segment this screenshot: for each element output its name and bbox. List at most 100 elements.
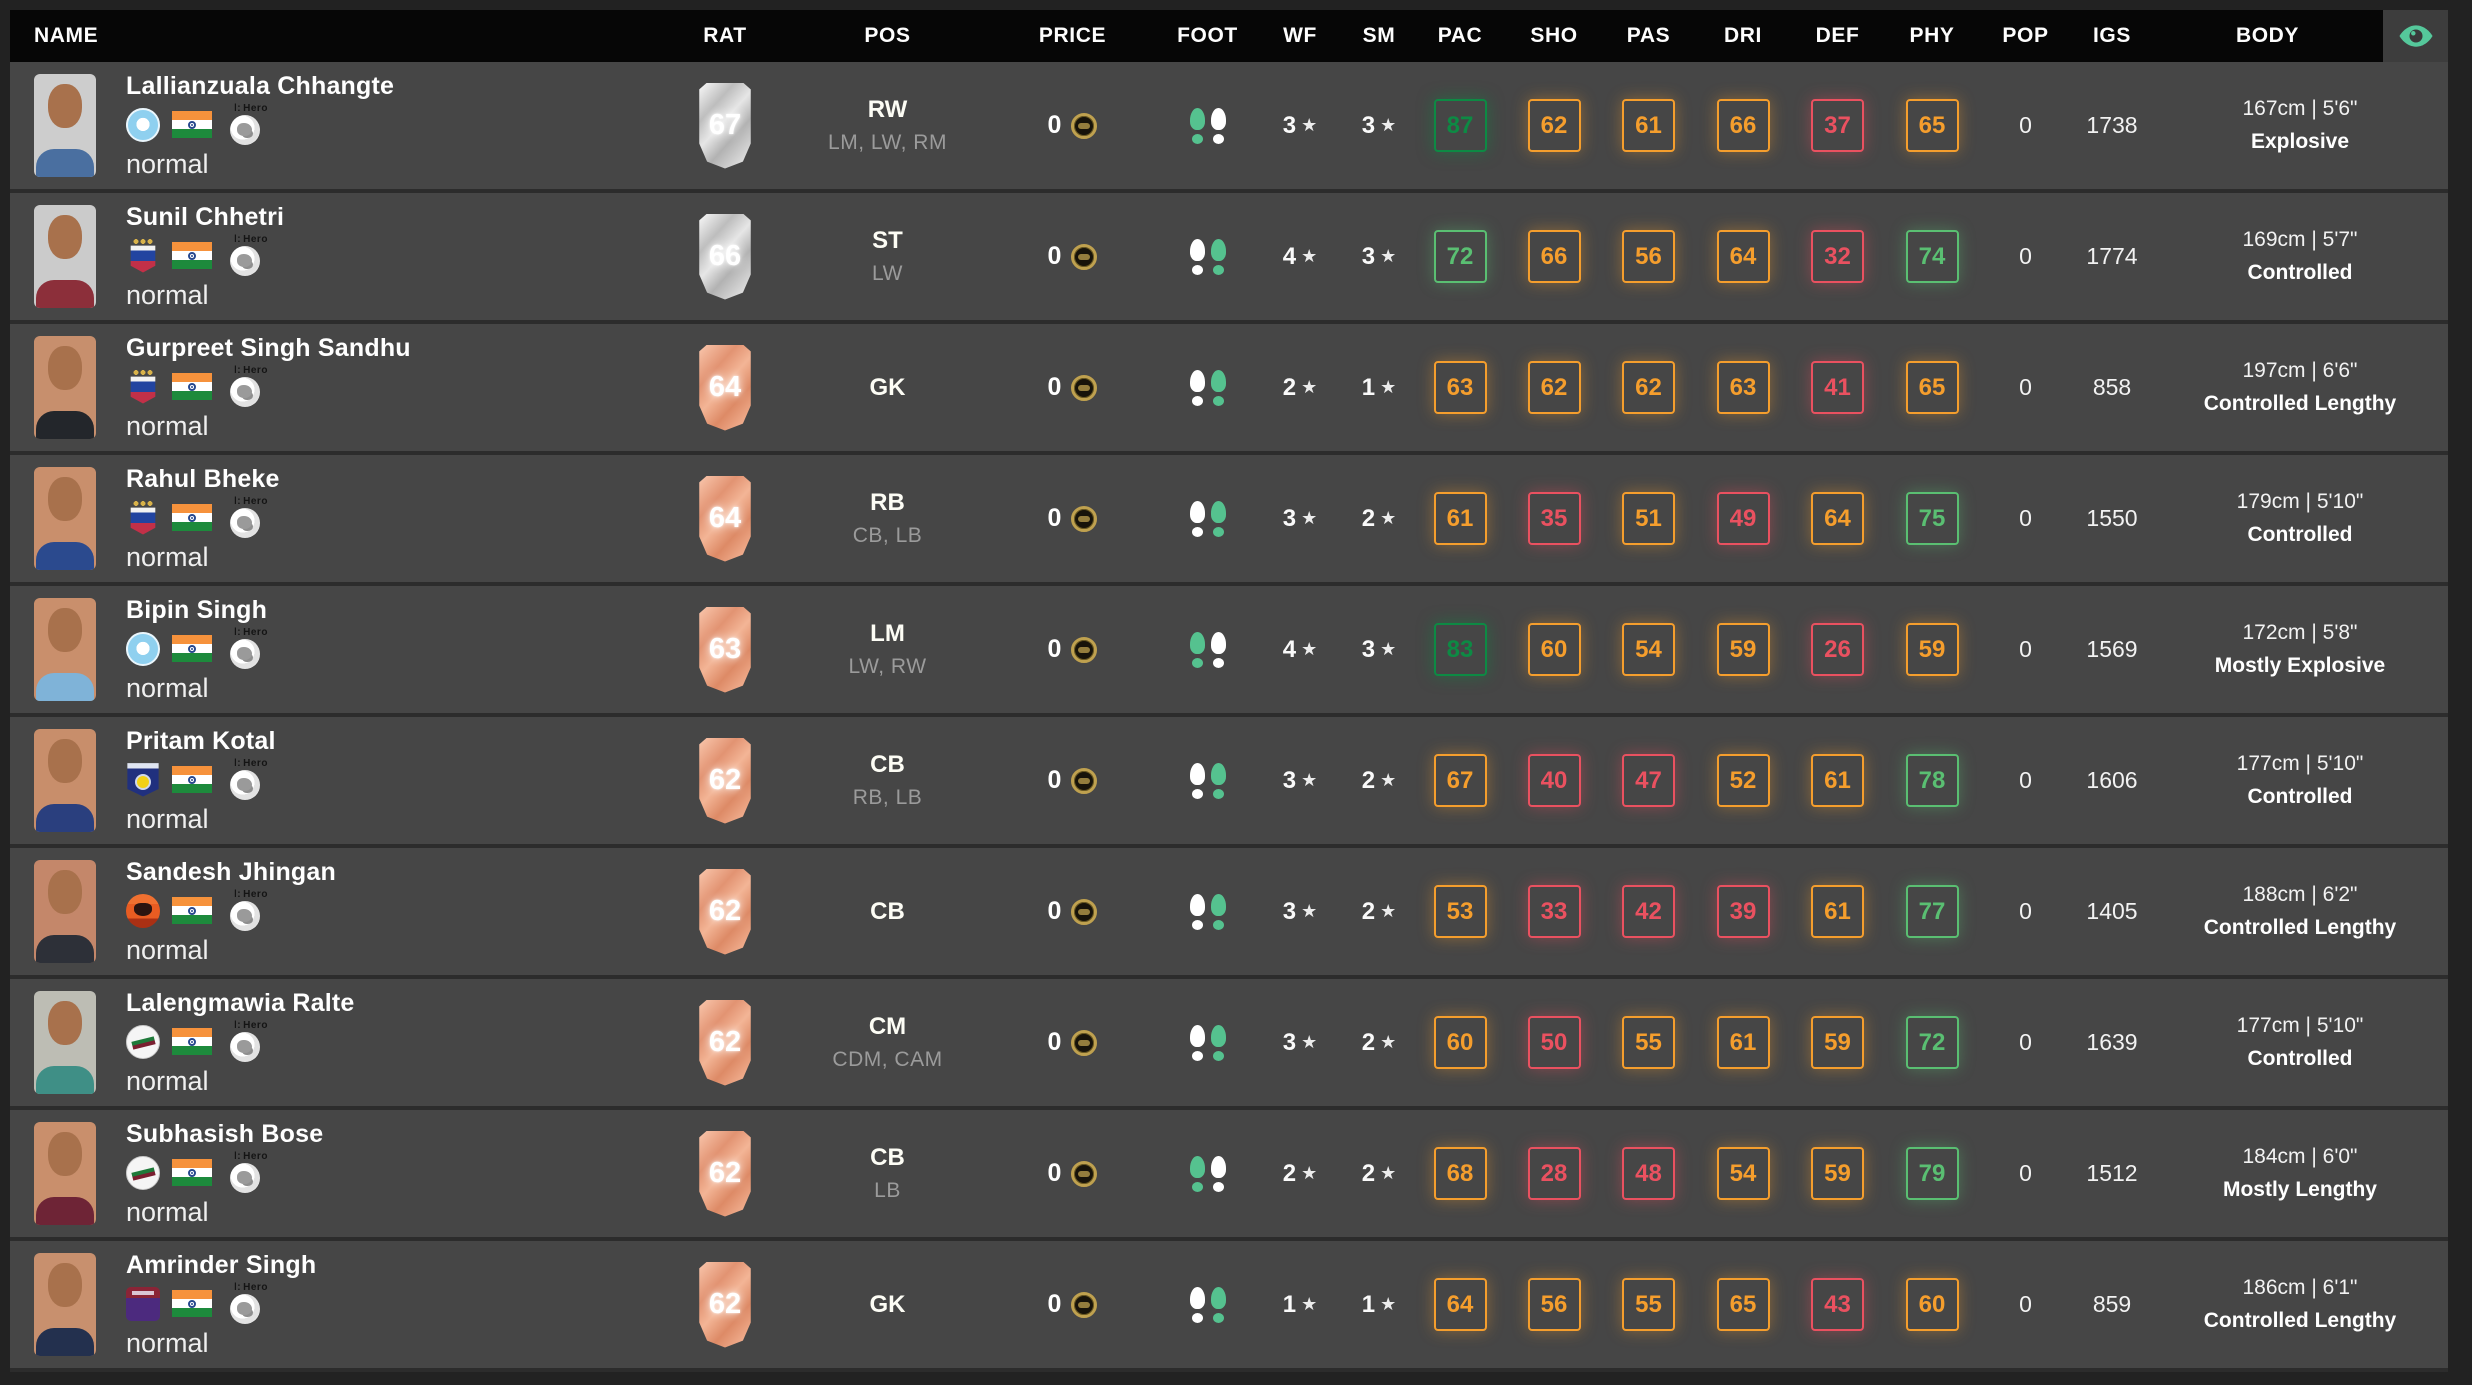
col-header-price[interactable]: PRICE xyxy=(1038,24,1107,47)
rating-value: 62 xyxy=(708,764,742,796)
weak-foot-rating: 4 xyxy=(1282,635,1297,663)
col-header-pos[interactable]: POS xyxy=(864,24,911,47)
nation-flag-india xyxy=(172,766,212,793)
body-type: Controlled xyxy=(2247,261,2353,284)
col-header-pac[interactable]: PAC xyxy=(1437,24,1483,47)
igs-value: 1606 xyxy=(2086,767,2138,793)
popularity-value: 0 xyxy=(2019,898,2032,924)
league-badge-isl: Hero xyxy=(224,365,268,407)
col-header-body[interactable]: BODY xyxy=(2235,24,2300,47)
player-name[interactable]: Bipin Singh xyxy=(126,595,268,624)
isl-orb-icon xyxy=(230,245,260,276)
col-header-name[interactable]: NAME xyxy=(34,24,99,47)
star-icon: ★ xyxy=(1301,639,1318,659)
stat-dri: 64 xyxy=(1716,230,1770,283)
player-name[interactable]: Sunil Chhetri xyxy=(126,202,285,231)
stat-phy: 72 xyxy=(1905,1016,1959,1069)
col-header-pas[interactable]: PAS xyxy=(1626,24,1671,47)
skill-moves-rating: 2 xyxy=(1361,1028,1376,1056)
foot-left-icon xyxy=(1189,893,1205,930)
col-header-wf[interactable]: WF xyxy=(1283,24,1317,47)
player-name[interactable]: Subhasish Bose xyxy=(126,1119,324,1148)
player-row[interactable]: Sandesh Jhingan Hero normal 62 xyxy=(10,848,2448,979)
player-info: Sunil Chhetri Hero normal xyxy=(126,203,284,311)
player-row[interactable]: Rahul Bheke Hero normal 64 xyxy=(10,455,2448,586)
player-row[interactable]: Subhasish Bose Hero normal 62 xyxy=(10,1110,2448,1241)
column-visibility-toggle-button[interactable] xyxy=(2383,10,2448,62)
player-name[interactable]: Rahul Bheke xyxy=(126,464,280,493)
isl-orb-icon xyxy=(230,769,260,800)
weak-foot-rating: 3 xyxy=(1282,897,1297,925)
stat-sho: 40 xyxy=(1527,754,1581,807)
stat-phy: 77 xyxy=(1905,885,1959,938)
player-row[interactable]: Pritam Kotal Hero normal 62 xyxy=(10,717,2448,848)
isl-orb-icon xyxy=(230,507,260,538)
foot-right-icon xyxy=(1210,1024,1226,1061)
isl-orb-icon xyxy=(230,638,260,669)
stat-def: 32 xyxy=(1811,230,1864,283)
foot-left-icon xyxy=(1189,1155,1205,1192)
chakra-icon xyxy=(188,1168,196,1177)
player-name[interactable]: Pritam Kotal xyxy=(126,726,276,755)
star-icon: ★ xyxy=(1301,1294,1318,1314)
player-row[interactable]: Sunil Chhetri Hero normal 66 xyxy=(10,193,2448,324)
col-header-pop[interactable]: POP xyxy=(2002,24,2049,47)
col-header-igs[interactable]: IGS xyxy=(2093,24,2131,47)
stat-sho: 35 xyxy=(1527,492,1581,545)
col-header-rat[interactable]: RAT xyxy=(703,24,747,47)
nation-flag-india xyxy=(172,373,212,400)
star-icon: ★ xyxy=(1380,508,1397,528)
igs-value: 1569 xyxy=(2086,636,2138,662)
coin-icon xyxy=(1071,1160,1098,1187)
player-name[interactable]: Amrinder Singh xyxy=(126,1250,317,1279)
chakra-icon xyxy=(188,382,196,391)
popularity-value: 0 xyxy=(2019,243,2032,269)
body-type: Controlled Lengthy xyxy=(2203,916,2397,939)
chakra-icon xyxy=(188,775,196,784)
col-header-def[interactable]: DEF xyxy=(1815,24,1860,47)
player-photo xyxy=(34,598,96,701)
col-header-dri[interactable]: DRI xyxy=(1724,24,1762,47)
player-badges: Hero xyxy=(126,627,268,669)
player-row[interactable]: Lallianzuala Chhangte Hero normal 67 xyxy=(10,62,2448,193)
stat-pas: 42 xyxy=(1622,885,1675,938)
player-photo-torso xyxy=(36,673,94,701)
rating-value: 64 xyxy=(708,502,742,534)
rating-value: 63 xyxy=(708,633,742,665)
player-row[interactable]: Amrinder Singh Hero normal 62 xyxy=(10,1241,2448,1372)
weak-foot-rating: 2 xyxy=(1282,373,1297,401)
player-row[interactable]: Gurpreet Singh Sandhu Hero normal 64 xyxy=(10,324,2448,455)
player-name[interactable]: Lallianzuala Chhangte xyxy=(126,71,395,100)
price-value: 0 xyxy=(1047,1159,1062,1187)
player-photo-head xyxy=(48,1132,82,1176)
stat-pac: 68 xyxy=(1433,1147,1487,1200)
col-header-sho[interactable]: SHO xyxy=(1530,24,1578,47)
card-version-label: normal xyxy=(126,1327,209,1358)
body-height: 167cm | 5'6" xyxy=(2242,97,2358,120)
stat-phy: 78 xyxy=(1905,754,1959,807)
stat-pas: 54 xyxy=(1622,623,1675,676)
player-info: Gurpreet Singh Sandhu Hero normal xyxy=(126,334,411,442)
rating-card: 67 xyxy=(699,82,751,169)
col-header-foot[interactable]: FOOT xyxy=(1177,24,1238,47)
foot-left-icon xyxy=(1189,631,1205,668)
player-photo xyxy=(34,467,96,570)
player-badges: Hero xyxy=(126,365,411,407)
col-header-sm[interactable]: SM xyxy=(1362,24,1396,47)
player-name[interactable]: Gurpreet Singh Sandhu xyxy=(126,333,411,362)
stat-phy: 65 xyxy=(1905,99,1959,152)
player-badges: Hero xyxy=(126,1020,354,1062)
col-header-phy[interactable]: PHY xyxy=(1909,24,1955,47)
player-name[interactable]: Sandesh Jhingan xyxy=(126,857,336,886)
popularity-value: 0 xyxy=(2019,767,2032,793)
price-value: 0 xyxy=(1047,1028,1062,1056)
body-height: 177cm | 5'10" xyxy=(2236,752,2364,775)
league-badge-isl: Hero xyxy=(224,1020,268,1062)
player-photo-head xyxy=(48,84,82,128)
body-height: 188cm | 6'2" xyxy=(2242,883,2358,906)
player-row[interactable]: Lalengmawia Ralte Hero normal 62 xyxy=(10,979,2448,1110)
main-position: RB xyxy=(870,489,905,516)
player-name[interactable]: Lalengmawia Ralte xyxy=(126,988,355,1017)
league-badge-isl: Hero xyxy=(224,496,268,538)
player-row[interactable]: Bipin Singh Hero normal 63 xyxy=(10,586,2448,717)
